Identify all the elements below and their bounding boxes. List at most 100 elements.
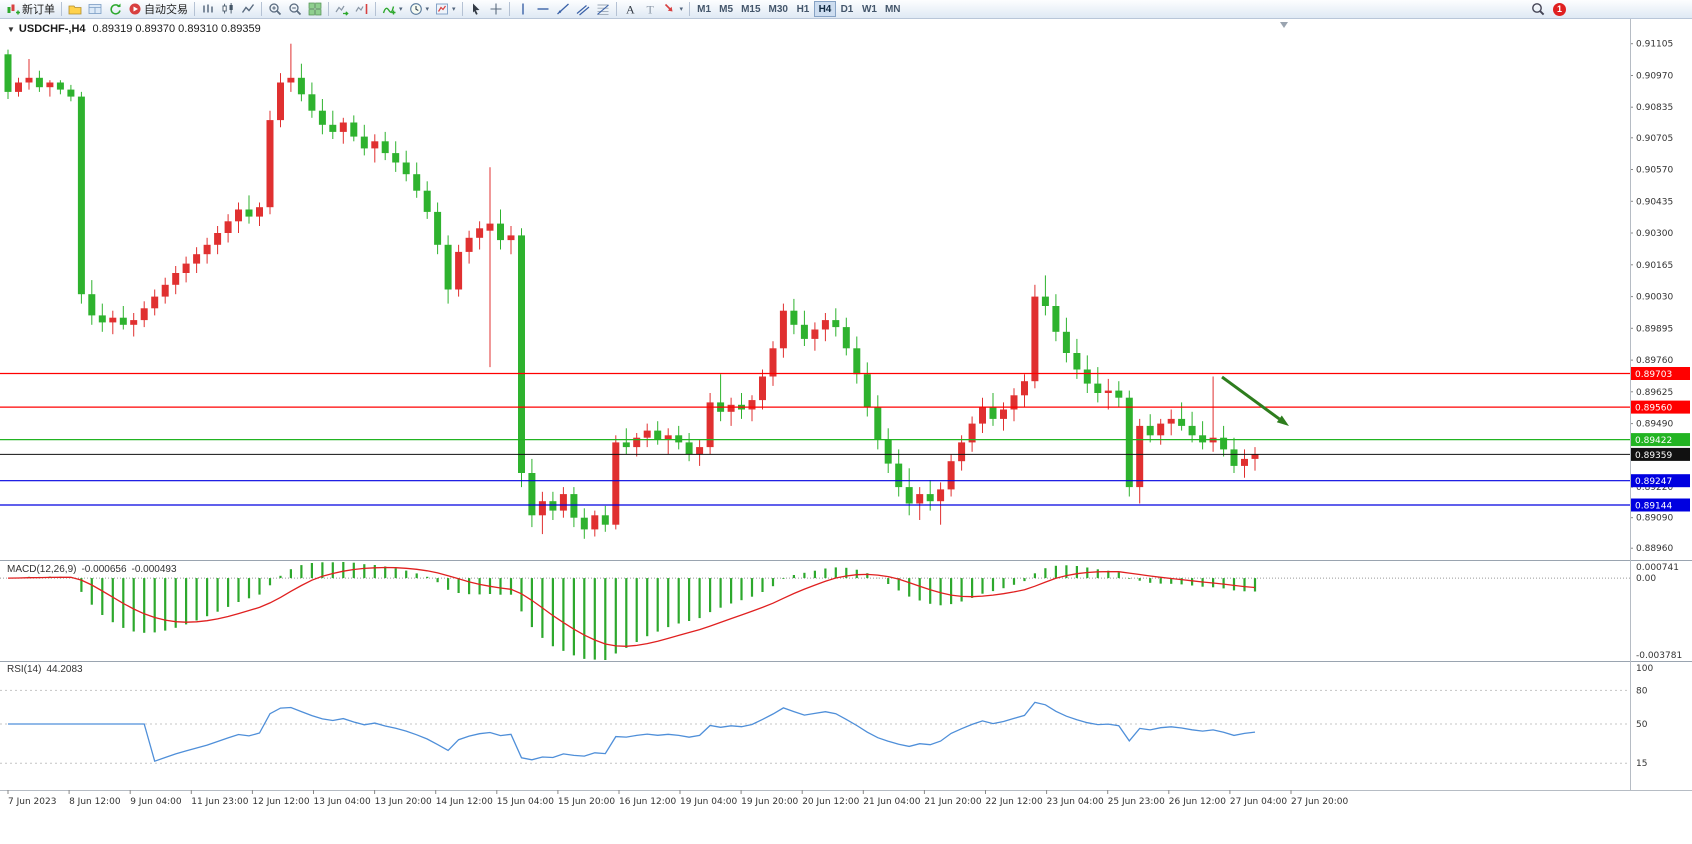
timeframe-m5-button[interactable]: M5	[715, 1, 737, 17]
svg-text:27 Jun 04:00: 27 Jun 04:00	[1230, 797, 1287, 807]
timeframe-mn-button[interactable]: MN	[881, 1, 905, 17]
timeframe-h4-button[interactable]: H4	[813, 1, 836, 17]
one-click-trading-toggle-icon[interactable]: ▼	[7, 25, 15, 34]
autotrading-button[interactable]: 自动交易	[125, 1, 191, 18]
svg-text:15: 15	[1636, 759, 1647, 769]
timeframe-w1-button[interactable]: W1	[858, 1, 881, 17]
indicators-icon	[382, 6, 396, 15]
trendline-tool[interactable]	[553, 1, 573, 18]
svg-text:26 Jun 12:00: 26 Jun 12:00	[1169, 797, 1226, 807]
window-layout-button[interactable]	[85, 1, 105, 18]
autotrade-icon	[129, 3, 141, 15]
cursor-tool-button[interactable]	[466, 1, 486, 18]
zoom-in-button[interactable]	[265, 1, 285, 18]
refresh-icon	[110, 3, 121, 15]
toolbar-separator	[615, 2, 617, 16]
chart-caption: ▼ USDCHF-,H4 0.89319 0.89370 0.89310 0.893…	[7, 23, 261, 35]
svg-text:11 Jun 23:00: 11 Jun 23:00	[191, 797, 248, 807]
profiles-button[interactable]	[65, 1, 85, 18]
svg-text:-0.003781: -0.003781	[1636, 651, 1682, 661]
svg-text:0.90835: 0.90835	[1636, 103, 1673, 113]
vertical-line-tool[interactable]	[513, 1, 533, 18]
timeframe-m15-button[interactable]: M15	[737, 1, 764, 17]
fibonacci-tool[interactable]	[593, 1, 613, 18]
svg-text:50: 50	[1636, 720, 1648, 730]
svg-text:80: 80	[1636, 686, 1648, 696]
svg-text:T: T	[646, 3, 654, 17]
pane-separators[interactable]	[0, 560, 1692, 662]
rsi-name: RSI(14)	[7, 664, 42, 675]
auto-scroll-button[interactable]	[332, 1, 352, 18]
svg-text:20 Jun 12:00: 20 Jun 12:00	[802, 797, 859, 807]
line-chart-button[interactable]	[238, 1, 258, 18]
dropdown-caret-icon: ▾	[425, 6, 430, 13]
text-tool[interactable]: A	[620, 1, 640, 18]
new-order-button[interactable]: 新订单	[3, 1, 58, 18]
refresh-button[interactable]	[105, 1, 125, 18]
price-badge: 0.89247	[1631, 474, 1690, 488]
neworder-icon	[7, 4, 20, 15]
price-badges: 0.89703 0.89560 0.89422 0.89247 0.89144 0.893…	[1631, 367, 1690, 512]
rsi-value: 44.2083	[46, 664, 83, 675]
svg-text:13 Jun 20:00: 13 Jun 20:00	[375, 797, 432, 807]
label-icon: T	[646, 3, 654, 17]
trade-direction-arrow[interactable]	[1221, 375, 1289, 426]
price-axis: 0.91105 0.90970 0.90835 0.90705 0.90570 0.904…	[1630, 40, 1673, 554]
svg-text:0.00: 0.00	[1636, 574, 1656, 584]
template-icon	[436, 3, 448, 15]
notification-badge[interactable]: 1	[1553, 2, 1566, 16]
chart-shift-marker[interactable]	[1280, 22, 1288, 28]
svg-text:21 Jun 20:00: 21 Jun 20:00	[924, 797, 981, 807]
svg-text:0.89247: 0.89247	[1635, 477, 1672, 487]
timeframe-m1-button[interactable]: M1	[693, 1, 715, 17]
svg-text:14 Jun 12:00: 14 Jun 12:00	[436, 797, 493, 807]
svg-text:0.90165: 0.90165	[1636, 261, 1673, 271]
label-tool[interactable]: T	[640, 1, 660, 18]
timeframe-h1-button[interactable]: H1	[792, 1, 814, 17]
chart-symbol-period: USDCHF-,H4	[18, 23, 86, 35]
horizontal-line-tool[interactable]	[533, 1, 553, 18]
chart-ohlc-values: 0.89319 0.89370 0.89310 0.89359	[92, 23, 261, 35]
indicators-button[interactable]: ▾	[379, 1, 406, 18]
arrows-tool[interactable]: ▾	[660, 1, 687, 18]
svg-text:0.91105: 0.91105	[1636, 40, 1673, 50]
cursor-icon	[472, 3, 480, 15]
tile-windows-button[interactable]	[305, 1, 325, 18]
svg-text:0.90435: 0.90435	[1636, 197, 1673, 207]
timeframe-m30-button[interactable]: M30	[765, 1, 792, 17]
svg-text:0.89625: 0.89625	[1636, 388, 1673, 398]
bar-chart-button[interactable]	[198, 1, 218, 18]
price-badge: 0.89359	[1631, 447, 1690, 461]
svg-text:23 Jun 04:00: 23 Jun 04:00	[1047, 797, 1104, 807]
svg-text:12 Jun 12:00: 12 Jun 12:00	[252, 797, 309, 807]
dropdown-caret-icon: ▾	[452, 6, 456, 13]
crosshair-tool-button[interactable]	[486, 1, 506, 18]
chart-shift-button[interactable]	[352, 1, 372, 18]
candlestick-chart-button[interactable]	[218, 1, 238, 18]
search-button[interactable]	[1528, 1, 1548, 18]
price-badge: 0.89703	[1631, 367, 1690, 380]
macd-main-value: -0.000656	[81, 564, 127, 575]
level-lines	[0, 372, 1630, 506]
svg-text:A: A	[626, 3, 635, 17]
templates-button[interactable]: ▾	[432, 1, 459, 18]
vline-icon	[521, 3, 524, 15]
channel-icon	[576, 5, 589, 16]
macd-signal-value: -0.000493	[131, 564, 177, 575]
svg-text:9 Jun 04:00: 9 Jun 04:00	[130, 797, 182, 807]
fibo-icon	[596, 4, 609, 15]
toolbar-separator	[194, 2, 195, 16]
timeframe-d1-button[interactable]: D1	[836, 1, 858, 17]
toolbar-separator	[328, 2, 329, 16]
svg-text:15 Jun 20:00: 15 Jun 20:00	[558, 797, 615, 807]
toolbar-separator	[461, 2, 463, 16]
periods-button[interactable]: ▾	[406, 1, 433, 18]
zoom-out-button[interactable]	[285, 1, 305, 18]
svg-text:19 Jun 20:00: 19 Jun 20:00	[741, 797, 798, 807]
rsi-label: RSI(14) 44.2083	[7, 664, 88, 675]
svg-text:25 Jun 23:00: 25 Jun 23:00	[1108, 797, 1165, 807]
channel-tool[interactable]	[573, 1, 593, 18]
bars-icon	[203, 4, 213, 13]
